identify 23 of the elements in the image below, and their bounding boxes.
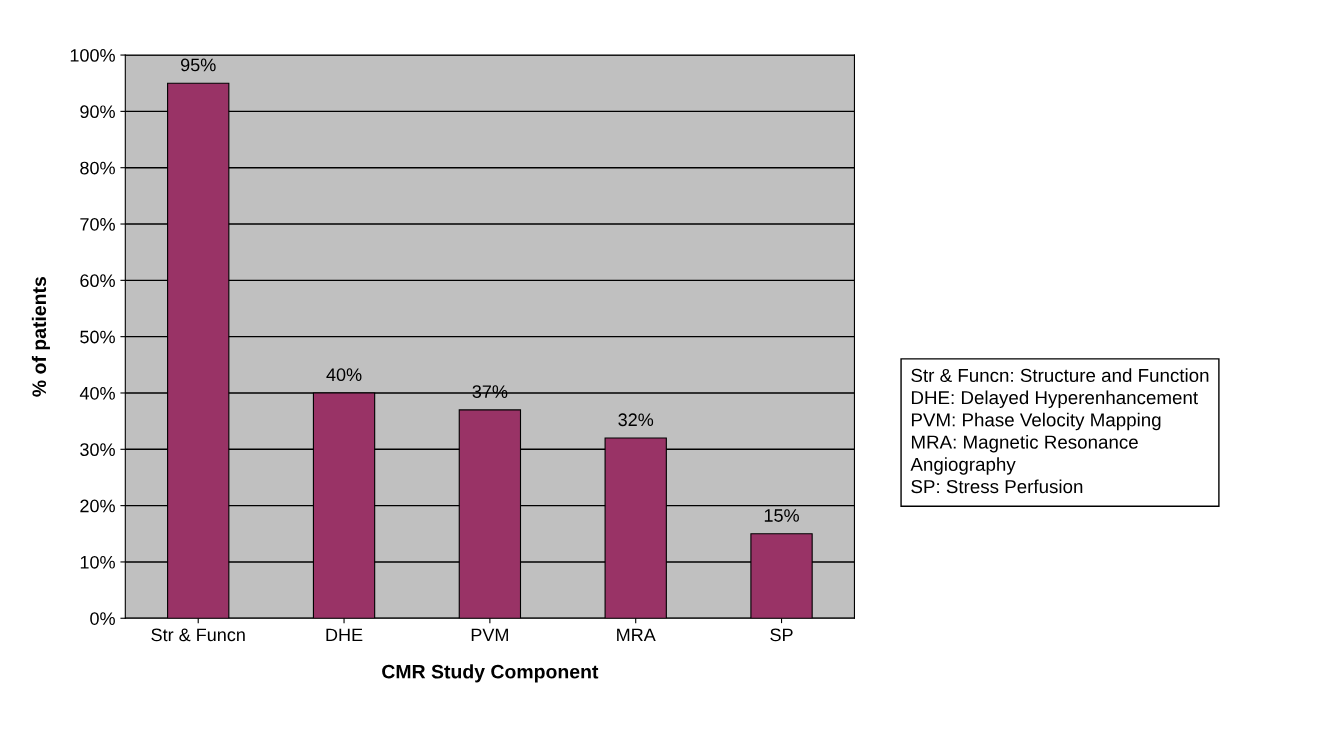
x-tick-label: DHE [326,628,363,642]
y-tick-label: 80% [80,161,115,175]
x-tick-label: SP [770,628,793,642]
y-tick-label: 60% [80,274,115,288]
x-axis-title: CMR Study Component [382,664,599,683]
y-tick-label: 90% [80,105,115,119]
x-tick-label: PVM [471,628,508,642]
data-label: 32% [618,413,654,427]
y-tick-label: 70% [80,217,115,231]
y-tick-label: 30% [80,443,115,457]
y-tick-label: 50% [80,330,115,344]
data-label: 15% [764,509,799,522]
x-tick-label: Str & Funcn [151,628,245,642]
y-tick-label: 40% [79,386,115,400]
data-label: 40% [326,368,362,382]
y-tick-label: 0% [90,612,115,625]
y-tick-label: 20% [80,499,115,513]
y-tick-label: 100% [70,48,115,62]
y-axis-title: % of patients [31,276,50,397]
x-tick-label: MRA [617,628,656,642]
text: Str & Funcn: Structure and Function DHE: Delayed Hyperenhancement PVM: Phase Velocity Mapping MRA: Magnetic Resonance Angiography SP: Stress Perfusion [910,368,1209,494]
data-label: 95% [181,58,216,72]
y-tick-label: 10% [80,555,115,569]
